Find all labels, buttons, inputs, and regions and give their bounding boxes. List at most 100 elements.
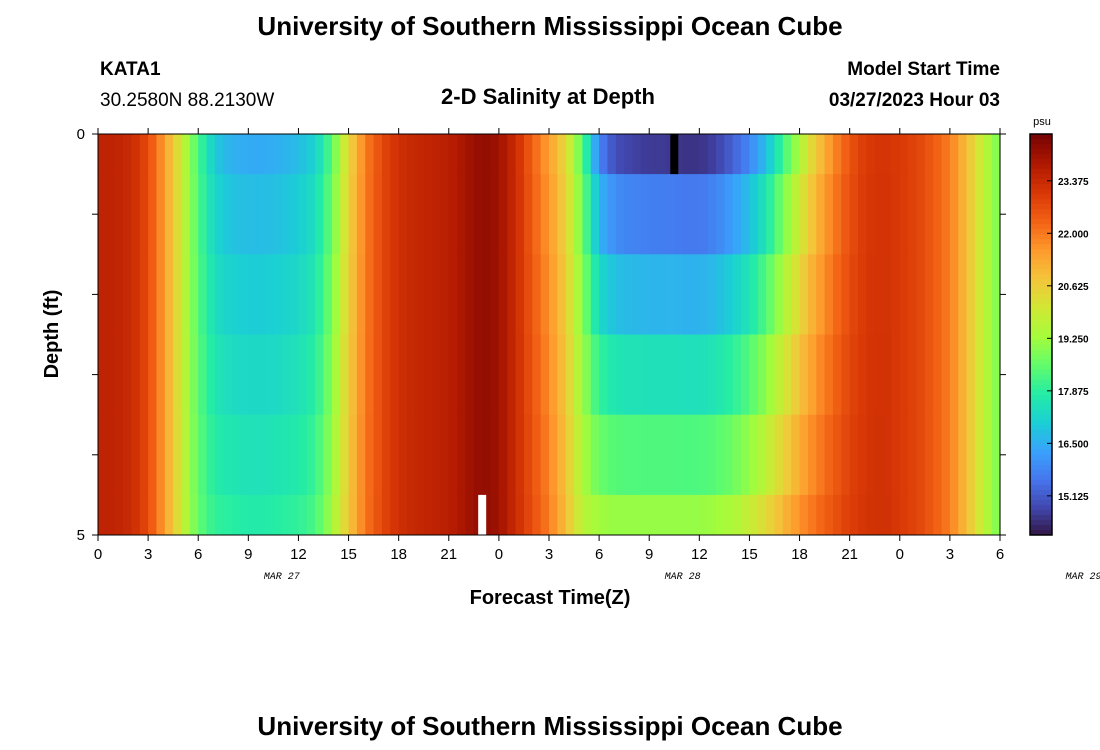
heatmap-cell <box>114 334 124 416</box>
heatmap-cell <box>757 254 767 335</box>
heatmap-cell <box>98 134 107 175</box>
heatmap-cell <box>640 254 650 335</box>
heatmap-cell <box>749 174 759 255</box>
heatmap-cell <box>507 334 517 416</box>
heatmap-cell <box>958 254 968 335</box>
heatmap-cell <box>933 414 943 496</box>
heatmap-cell <box>949 494 959 536</box>
heatmap-cell <box>198 494 208 536</box>
heatmap-cell <box>532 174 542 255</box>
heatmap-cell <box>373 174 383 255</box>
heatmap-cell <box>590 254 600 335</box>
heatmap-cell <box>983 414 993 496</box>
heatmap-cell <box>657 414 667 496</box>
heatmap-cell <box>189 174 199 255</box>
heatmap-cell <box>248 174 258 255</box>
x-axis: 0 3 6 9 12 15 18 21 0 3 6 9 12 15 18 21 0 3 6 MAR 27 MAR 28 M… <box>94 128 1100 583</box>
heatmap-cell <box>607 134 617 175</box>
heatmap-cell <box>432 134 442 175</box>
heatmap-cell <box>632 334 642 416</box>
heatmap-cell <box>448 254 458 335</box>
heatmap-cell <box>331 254 341 335</box>
heatmap-cell <box>707 414 717 496</box>
heatmap-cell <box>164 174 174 255</box>
colorbar-swatch <box>1030 514 1052 521</box>
heatmap-cell <box>866 174 876 255</box>
x-tick-label: 12 <box>691 546 708 563</box>
heatmap-cell <box>131 134 141 175</box>
heatmap-cell <box>239 254 249 335</box>
heatmap-cell <box>173 174 183 255</box>
heatmap-cell <box>164 254 174 335</box>
heatmap-cell <box>448 334 458 416</box>
heatmap-cell <box>231 254 241 335</box>
heatmap-cell <box>390 174 400 255</box>
missing-data-cell <box>670 134 679 175</box>
heatmap-cell <box>607 494 617 536</box>
heatmap-cell <box>214 134 224 175</box>
heatmap-cell <box>991 334 1001 416</box>
heatmap-cell <box>565 494 575 536</box>
heatmap-cell <box>290 494 300 536</box>
heatmap-cell <box>724 254 734 335</box>
heatmap-cell <box>983 254 993 335</box>
heatmap-cell <box>348 254 358 335</box>
heatmap-cell <box>106 134 116 175</box>
heatmap-cell <box>682 494 692 536</box>
heatmap-cell <box>164 334 174 416</box>
heatmap-cell <box>883 254 893 335</box>
heatmap-cell <box>615 414 625 496</box>
heatmap-cell <box>273 174 283 255</box>
heatmap-cell <box>624 174 634 255</box>
heatmap-cell <box>315 254 325 335</box>
colorbar-swatch <box>1030 424 1052 431</box>
heatmap-cell <box>290 174 300 255</box>
heatmap-cell <box>381 174 391 255</box>
heatmap-cell <box>415 494 425 536</box>
heatmap-cell <box>724 134 734 175</box>
heatmap-cell <box>148 334 158 416</box>
heatmap-cell <box>624 254 634 335</box>
heatmap-cell <box>741 174 751 255</box>
heatmap-cell <box>340 414 350 496</box>
heatmap-cell <box>323 414 333 496</box>
heatmap-cell <box>908 174 918 255</box>
colorbar-swatch <box>1030 314 1052 320</box>
heatmap-cell <box>958 494 968 536</box>
heatmap-cell <box>256 134 266 175</box>
heatmap-cell <box>239 174 249 255</box>
heatmap-cell <box>933 174 943 255</box>
heatmap-cell <box>690 134 700 175</box>
heatmap-cell <box>958 134 968 175</box>
heatmap-cell <box>908 334 918 416</box>
heatmap-cell <box>214 414 224 496</box>
heatmap-cell <box>423 174 433 255</box>
colorbar-swatch <box>1030 354 1052 361</box>
heatmap-cell <box>290 334 300 416</box>
heatmap-cell <box>615 134 625 175</box>
heatmap-cell <box>273 414 283 496</box>
heatmap-cell <box>248 334 258 416</box>
heatmap-cell <box>640 494 650 536</box>
heatmap-cell <box>432 414 442 496</box>
heatmap-cell <box>791 254 801 335</box>
colorbar-swatch <box>1030 204 1052 210</box>
heatmap-cell <box>690 254 700 335</box>
x-tick-label: 6 <box>996 546 1004 563</box>
heatmap-cell <box>323 174 333 255</box>
colorbar-swatch <box>1030 294 1052 300</box>
heatmap-cell <box>574 414 584 496</box>
colorbar-swatch <box>1030 249 1052 255</box>
heatmap-cell <box>924 134 934 175</box>
heatmap-cell <box>657 334 667 416</box>
heatmap-cell <box>398 494 408 536</box>
heatmap-cell <box>966 494 976 536</box>
heatmap-cell <box>949 174 959 255</box>
heatmap-cell <box>757 494 767 536</box>
heatmap-cell <box>924 174 934 255</box>
heatmap-cell <box>540 254 550 335</box>
heatmap-cell <box>816 414 826 496</box>
colorbar-unit: psu <box>1033 116 1051 128</box>
heatmap-cell <box>941 334 951 416</box>
heatmap-cell <box>757 134 767 175</box>
